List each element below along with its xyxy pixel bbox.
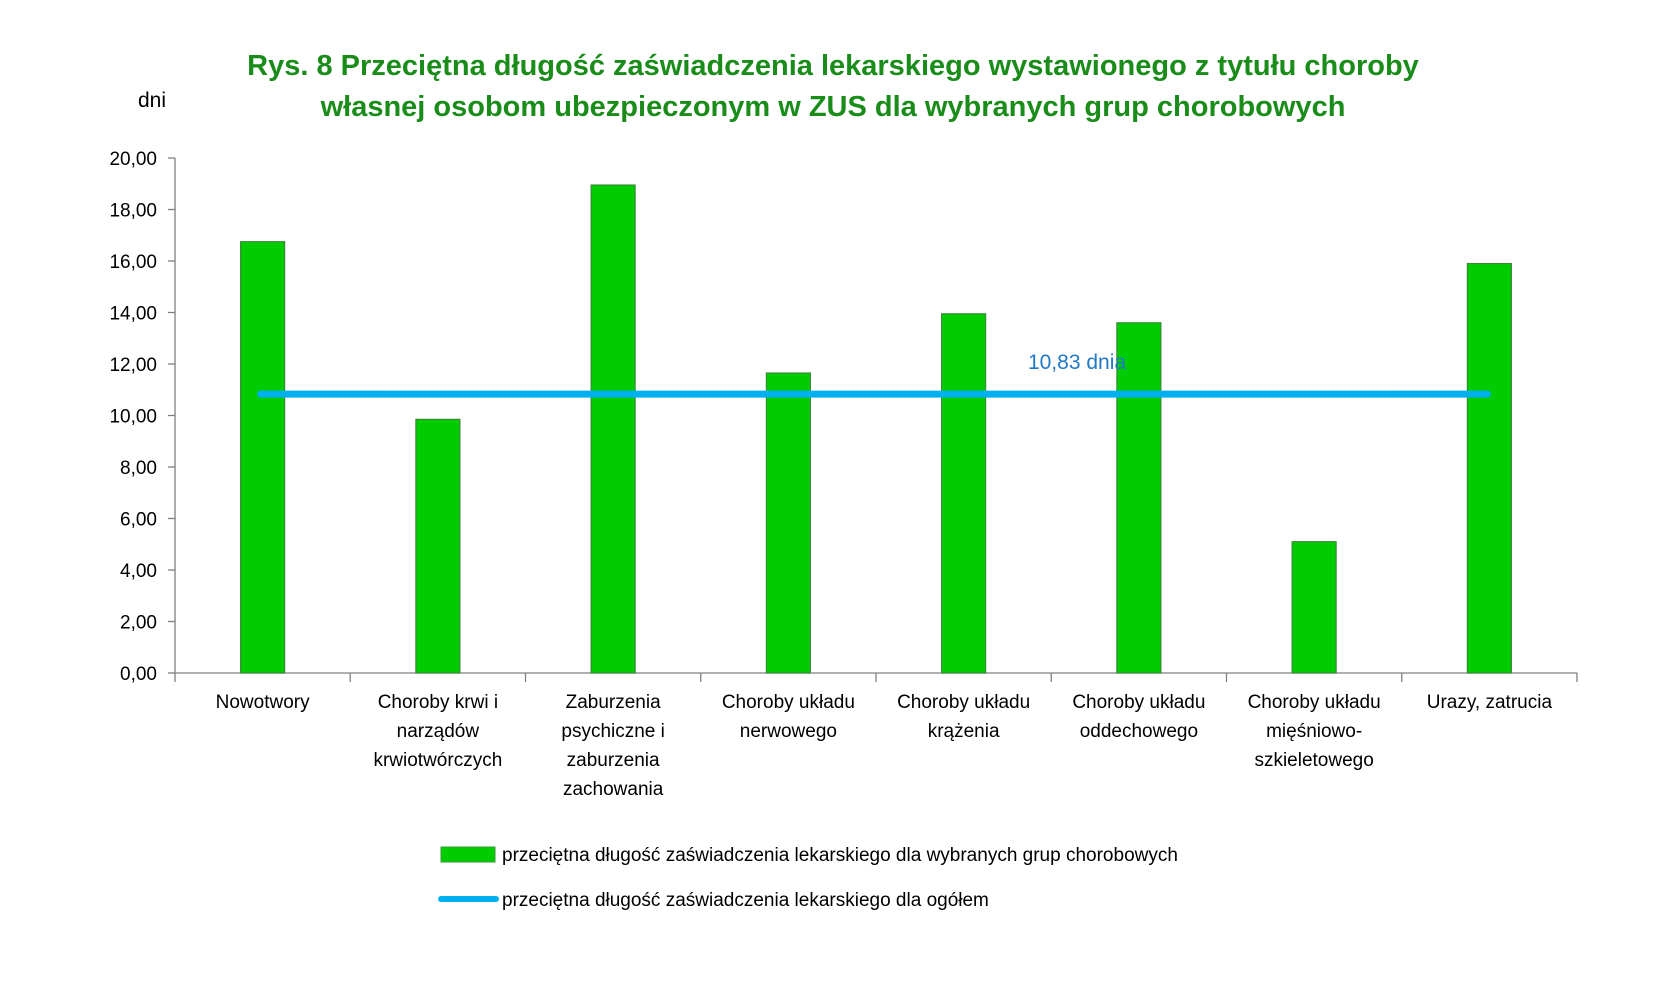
x-category-label: Nowotwory (216, 692, 310, 713)
bar (1116, 322, 1162, 674)
y-tick-label: 18,00 (109, 201, 157, 222)
x-category-label-line: oddechowego (1080, 721, 1198, 742)
x-category-label-line: zaburzenia (567, 750, 660, 771)
x-category-label-line: Zaburzenia (566, 692, 661, 713)
x-category-label-line: Urazy, zatrucia (1427, 692, 1553, 713)
y-tick-label: 6,00 (120, 510, 157, 531)
x-category-label: Urazy, zatrucia (1427, 692, 1553, 713)
x-category-label-line: zachowania (563, 779, 664, 800)
y-tick-label: 20,00 (109, 149, 157, 170)
x-category-label-line: krwiotwórczych (373, 750, 502, 771)
x-category-label-line: Choroby układu (722, 692, 855, 713)
x-category-label-line: krążenia (928, 721, 1000, 742)
x-category-label-line: Choroby krwi i (378, 692, 498, 713)
average-line-annotation: 10,83 dnia (1028, 351, 1126, 374)
x-category-label-line: Choroby układu (1072, 692, 1205, 713)
y-tick-label: 10,00 (109, 407, 157, 428)
legend-label-line: przeciętna długość zaświadczenia lekarsk… (502, 890, 989, 911)
x-category-label: Choroby układu krążenia (897, 692, 1030, 742)
y-tick-label: 12,00 (109, 355, 157, 376)
bar (590, 184, 636, 674)
x-category-label: Choroby układu mięśniowo-szkieletowego (1248, 692, 1381, 771)
x-category-label: Choroby krwi i narządów krwiotwórczych (373, 692, 502, 771)
bar (1466, 262, 1512, 674)
x-category-label: Choroby układu nerwowego (722, 692, 855, 742)
x-category-label-line: narządów (397, 721, 480, 742)
bar (1291, 541, 1337, 674)
x-category-label-line: mięśniowo- (1266, 721, 1362, 742)
x-category-label-line: psychiczne i (561, 721, 665, 742)
y-tick-label: 2,00 (120, 613, 157, 634)
chart-title-line-1: Rys. 8 Przeciętna długość zaświadczenia … (247, 50, 1419, 82)
y-tick-label: 0,00 (120, 664, 157, 685)
x-category-label-line: Nowotwory (216, 692, 310, 713)
bar (941, 313, 987, 674)
bar (765, 372, 811, 674)
y-axis-label: dni (138, 89, 166, 112)
x-category-label: Choroby układu oddechowego (1072, 692, 1205, 742)
x-category-label: Zaburzenia psychiczne i zaburzenia zachowan… (561, 692, 665, 800)
x-category-label-line: Choroby układu (1248, 692, 1381, 713)
y-tick-label: 14,00 (109, 304, 157, 325)
x-category-label-line: szkieletowego (1254, 750, 1373, 771)
bar (240, 241, 286, 674)
chart-title-line-2: własnej osobom ubezpieczonym w ZUS dla w… (320, 91, 1346, 123)
x-category-label-line: Choroby układu (897, 692, 1030, 713)
y-tick-label: 16,00 (109, 252, 157, 273)
x-category-label-line: nerwowego (740, 721, 837, 742)
bar (415, 418, 461, 674)
y-tick-label: 8,00 (120, 458, 157, 479)
legend-label-bars: przeciętna długość zaświadczenia lekarsk… (502, 845, 1178, 866)
plot-area: 0,00 2,00 4,00 6,00 8,00 10,00 12,00 14,00 16,00… (109, 149, 1578, 800)
y-tick-label: 4,00 (120, 561, 157, 582)
legend-swatch-bars (440, 846, 496, 863)
legend: przeciętna długość zaświadczenia lekarsk… (438, 845, 1178, 911)
